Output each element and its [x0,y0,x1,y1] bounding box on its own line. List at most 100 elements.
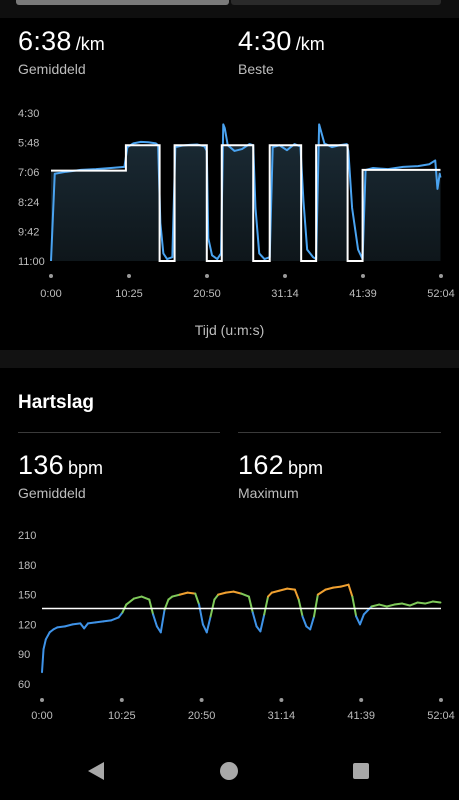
pace-y-tick: 7:06 [18,167,39,179]
hr-series-segment [431,600,442,604]
hr-series-segment [94,620,105,624]
hr-x-tick-dot [40,698,44,702]
pace-x-tick-dot [49,274,53,278]
hr-x-tick: 20:50 [188,710,216,722]
hr-y-tick: 150 [18,590,36,602]
hr-x-tick-dot [359,698,364,702]
hr-series-segment [278,587,289,592]
pace-x-tick: 10:25 [115,288,143,300]
hr-series-segment [378,603,388,608]
hr-series-segment [316,588,327,596]
avg-pace-stat: 6:38/km Gemiddeld [18,26,105,77]
max-hr-unit: bpm [287,458,323,478]
hr-series-segment [332,585,342,589]
hr-x-tick: 52:04 [427,710,455,722]
max-hr-label: Maximum [238,485,299,501]
avg-hr-unit: bpm [67,458,103,478]
hr-y-tick: 90 [18,649,30,661]
hr-series-segment [86,621,97,625]
pace-x-tick: 52:04 [427,288,455,300]
hr-series-segment [393,602,404,606]
hr-series-segment [224,590,235,594]
hr-series-segment [71,622,82,626]
hr-series-segment [109,616,120,622]
hr-x-tick: 41:39 [347,710,375,722]
hr-series-segment [385,603,396,608]
hr-series-segment [56,625,66,629]
avg-pace-unit: /km [75,34,105,54]
hr-series-segment [148,598,155,616]
pace-x-tick: 20:50 [193,288,221,300]
hr-series-segment [351,595,358,618]
hr-series-segment [293,588,300,601]
hr-series-segment [79,622,86,630]
hr-series-segment [159,608,166,634]
hr-x-tick: 10:25 [108,710,136,722]
hr-series-segment [44,631,51,641]
hr-series-segment [355,615,362,626]
pace-y-tick: 5:48 [18,138,39,150]
hr-series-segment [313,593,319,618]
hr-series-segment [362,605,373,616]
avg-hr-label: Gemiddeld [18,485,86,501]
hr-series-segment [424,600,434,605]
best-pace-stat: 4:30/km Beste [238,26,325,77]
home-icon[interactable] [220,762,238,780]
pace-y-tick: 9:42 [18,226,39,238]
hr-series-segment [309,615,316,631]
hr-y-tick: 210 [18,530,36,542]
heart-rate-title: Hartslag [18,392,95,413]
hr-series-segment [186,591,197,595]
pace-x-tick-dot [205,274,209,278]
pace-x-axis-title: Tijd (u:m:s) [194,322,265,338]
hr-series-segment [240,592,250,598]
pace-y-tick: 11:00 [18,256,45,268]
hr-series-segment [324,586,335,591]
pace-x-tick: 31:14 [271,288,299,300]
avg-hr-stat: 136 bpm Gemiddeld [18,450,103,501]
hr-x-tick: 0:00 [31,710,52,722]
hr-series-segment [401,602,411,607]
best-pace-label: Beste [238,61,274,77]
best-pace-value: 4:30 [238,26,292,56]
hr-series-segment [247,595,254,614]
hr-series-segment [152,613,158,628]
pace-y-tick: 8:24 [18,197,39,209]
hr-series-segment [347,583,354,598]
system-nav-bar [0,745,459,800]
hr-series-segment [232,590,243,595]
hr-series-segment [416,601,427,605]
hr-y-tick: 60 [18,679,30,691]
top-tab-indicator [0,0,459,18]
pace-x-tick-dot [361,274,365,278]
pace-x-tick: 0:00 [40,288,61,300]
hr-series-segment [178,591,189,596]
recents-icon[interactable] [353,763,369,779]
avg-hr-value: 136 [18,450,64,480]
back-icon[interactable] [88,762,104,780]
max-hr-value: 162 [238,450,284,480]
section-separator [0,350,459,368]
hr-series-segment [259,613,266,633]
hr-series-segment [140,595,151,601]
pace-x-tick-dot [439,274,443,278]
hr-x-tick-dot [199,698,204,702]
tab-indicator-inactive[interactable] [231,0,441,5]
tab-indicator-active[interactable] [16,0,229,5]
hr-series-segment [102,619,112,623]
hr-series-segment [194,592,201,606]
pace-x-tick: 41:39 [349,288,377,300]
hr-x-tick-dot [119,698,124,702]
heart-rate-chart: 210 180 150 120 90 60 0:00 10:25 20:50 31:14 41:39… [18,530,455,722]
hr-series-segment [408,601,419,607]
hr-series-segment [359,613,365,626]
max-hr-stat: 162 bpm Maximum [238,450,323,501]
pace-x-tick-dot [283,274,287,278]
avg-pace-label: Gemiddeld [18,61,86,77]
hr-series-segment [301,615,308,628]
pace-y-tick: 4:30 [18,108,39,120]
hr-y-tick: 120 [18,619,36,631]
hr-series-segment [339,583,350,588]
hr-series-segment [41,648,45,674]
hr-series-segment [270,589,281,594]
